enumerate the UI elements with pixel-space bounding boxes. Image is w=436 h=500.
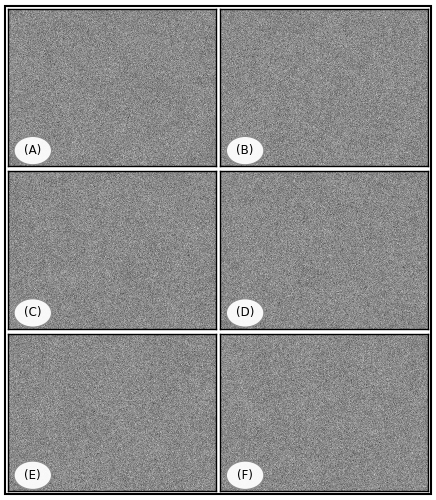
Text: (A): (A) [24,144,41,157]
Circle shape [14,299,51,327]
Circle shape [14,136,51,165]
Text: (E): (E) [24,469,41,482]
Circle shape [226,461,264,490]
Text: (C): (C) [24,306,41,320]
Text: (F): (F) [237,469,253,482]
Circle shape [226,136,264,165]
Text: (B): (B) [236,144,254,157]
Circle shape [14,461,51,490]
Circle shape [226,299,264,327]
Text: (D): (D) [236,306,254,320]
